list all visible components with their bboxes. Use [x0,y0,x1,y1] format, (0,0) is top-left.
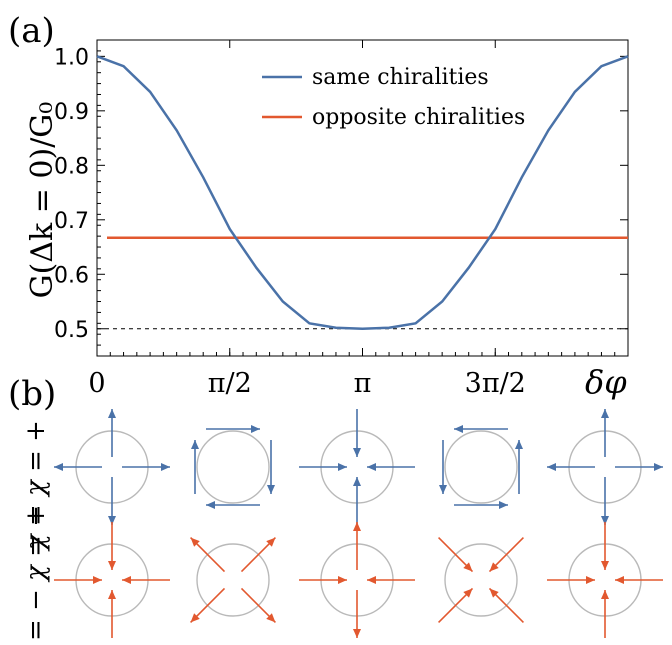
y-axis: 0.5 0.6 0.7 0.8 0.9 1.0 [54,45,628,357]
x-tick-label: π/2 [208,368,252,399]
vector-cell-in [299,409,415,525]
arrow-head [439,485,447,494]
arrow-head [54,463,63,471]
arrow-head [515,440,523,449]
chirality-vector-grid [54,409,663,638]
vector-cell-out [547,409,663,525]
arrow-head [601,516,609,525]
arrow-head [353,629,361,638]
arrow-head [586,576,595,584]
x-axis-label: δφ [585,363,627,401]
y-tick-label: 0.9 [54,100,89,125]
arrow-head [266,537,276,547]
arrow-head [353,448,361,457]
legend-label-same: same chiralities [312,65,489,90]
cell-circle [444,430,518,504]
y-tick-label: 0.6 [54,263,89,288]
y-tick-label: 1.0 [54,45,89,70]
arrow-head [489,562,499,572]
y-axis-label: G(Δk = 0)/G₀ [25,102,60,299]
row-label-same: χ = χ = + [21,420,51,552]
legend: same chiralities opposite chiralities [262,65,525,130]
arrow-head [367,463,376,471]
cell-circle [444,543,518,617]
arrow-head [251,425,260,433]
row-label-opposite: χ = − χ = + [21,505,51,645]
arrow-head [367,576,376,584]
arrow-head [108,409,116,418]
arrow-head [161,463,170,471]
vector-cell-out [54,409,170,525]
arrow-head [601,409,609,418]
arrow-head [454,425,463,433]
arrow-head [353,522,361,531]
x-tick-label: 0 [88,368,105,399]
cell-circle [196,430,270,504]
arrow-head [93,576,102,584]
arrow-head [353,477,361,486]
arrow-head [190,537,200,547]
panel-b-label: (b) [8,374,56,414]
vector-cell-diag-out [190,537,276,623]
arrow-head [463,588,473,598]
arrow-head [206,501,215,509]
cell-circle [196,543,270,617]
vector-cell-in [547,522,663,638]
arrow-head [108,561,116,570]
vector-cell-diag-in [438,537,524,623]
arrow-head [267,485,275,494]
arrow-head [338,463,347,471]
vector-cell-ccw [191,425,275,509]
legend-label-opposite: opposite chiralities [312,105,525,130]
y-tick-label: 0.7 [54,209,89,234]
arrow-head [601,561,609,570]
arrow-head [654,463,663,471]
y-tick-label: 0.8 [54,154,89,179]
arrow-head [191,440,199,449]
series-same-chiralities [96,55,629,331]
x-tick-label: π [354,368,372,399]
arrow-head [338,576,347,584]
vector-cell-cw [439,425,523,509]
y-tick-label: 0.5 [54,318,89,343]
arrow-head [266,613,276,623]
arrow-head [108,516,116,525]
x-axis: 0 π/2 π 3π/2 [88,40,629,399]
arrow-head [122,576,131,584]
arrow-head [615,576,624,584]
panel-a-label: (a) [8,11,55,51]
arrow-head [489,588,499,598]
arrow-head [601,590,609,599]
line-chart: 0.5 0.6 0.7 0.8 0.9 1.0 0 π/2 π 3π/2 same chiral… [25,39,629,401]
vector-cell-in [54,522,170,638]
arrow-head [499,501,508,509]
arrow-head [463,562,473,572]
arrow-head [108,590,116,599]
x-tick-label: 3π/2 [465,368,526,399]
arrow-head [547,463,556,471]
arrow-head [190,613,200,623]
vector-cell-in-out [299,522,415,638]
